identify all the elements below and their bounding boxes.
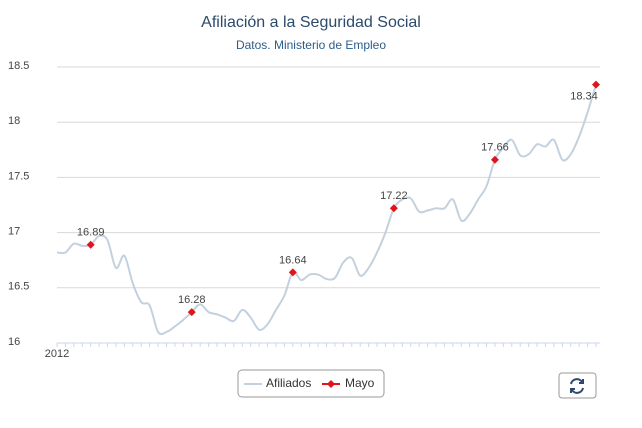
y-tick-label: 16.5 [8,281,29,293]
data-label: 16.28 [178,294,206,306]
point [389,204,398,213]
y-tick-label: 18 [8,115,20,127]
data-label: 17.22 [380,190,408,202]
legend: Afiliados Mayo [237,369,385,398]
y-tick-label: 16 [8,336,20,348]
data-label: 18.34 [570,91,598,103]
point [592,80,600,89]
button-frame[interactable] [558,372,597,399]
refresh-icon[interactable] [570,378,584,394]
point [288,268,297,277]
y-tick-label: 17 [8,226,20,238]
point [490,155,499,164]
refresh-button[interactable] [558,372,597,399]
y-tick-label: 17.5 [8,170,29,182]
x-tick-label: 2012 [45,348,69,360]
point [86,240,95,249]
point [187,308,196,317]
chart-subtitle: Datos. Ministerio de Empleo [236,38,386,52]
legend-label: Afiliados [266,376,311,390]
data-label: 17.66 [481,142,509,154]
legend-marker [327,380,335,388]
y-tick-label: 18.5 [8,60,29,72]
legend-box [237,369,385,398]
legend-label: Mayo [345,376,375,390]
data-label: 16.89 [77,227,105,239]
line [56,84,597,336]
chart-title: Afiliación a la Seguridad Social [201,14,421,31]
data-label: 16.64 [279,254,307,266]
